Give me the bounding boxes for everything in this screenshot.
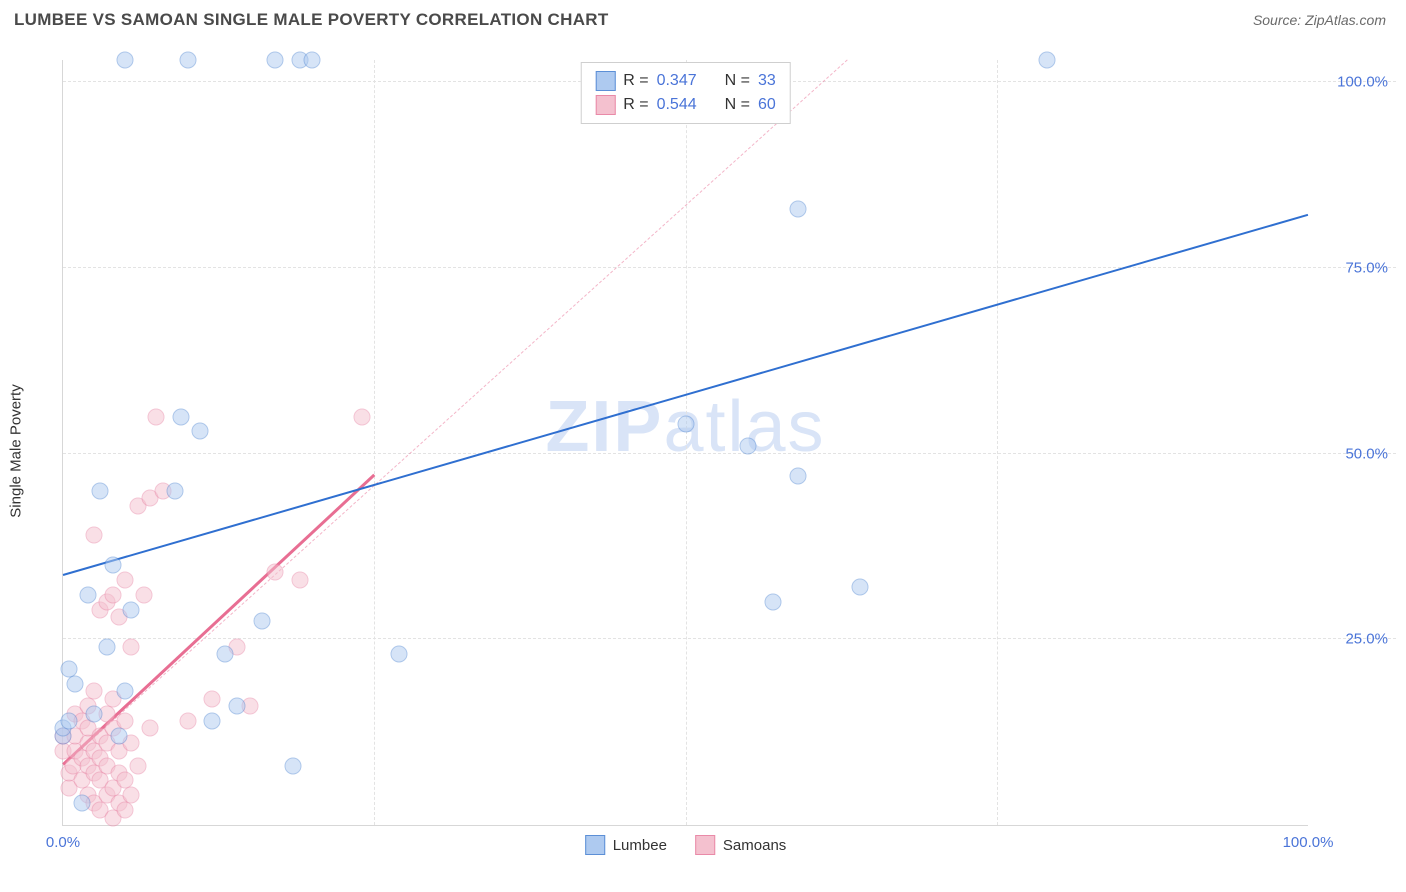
data-point — [254, 612, 271, 629]
legend-swatch — [595, 71, 615, 91]
legend-swatch — [695, 835, 715, 855]
data-point — [86, 705, 103, 722]
data-point — [285, 757, 302, 774]
data-point — [79, 586, 96, 603]
data-point — [764, 594, 781, 611]
series-legend-item: Samoans — [695, 835, 786, 855]
y-tick-label: 50.0% — [1318, 445, 1388, 462]
data-point — [111, 727, 128, 744]
y-tick-label: 25.0% — [1318, 631, 1388, 648]
data-point — [104, 586, 121, 603]
stats-legend: R = 0.347N = 33R = 0.544N = 60 — [580, 62, 791, 124]
x-tick-label: 0.0% — [46, 834, 80, 851]
data-point — [135, 586, 152, 603]
gridline-v — [374, 60, 375, 825]
data-point — [142, 720, 159, 737]
chart-title: LUMBEE VS SAMOAN SINGLE MALE POVERTY COR… — [14, 10, 609, 30]
plot-area: ZIPatlas 25.0%50.0%75.0%100.0%0.0%100.0%… — [62, 60, 1308, 826]
data-point — [216, 646, 233, 663]
data-point — [98, 638, 115, 655]
data-point — [73, 794, 90, 811]
data-point — [266, 564, 283, 581]
data-point — [304, 52, 321, 69]
source-credit: Source: ZipAtlas.com — [1253, 12, 1386, 28]
data-point — [148, 408, 165, 425]
data-point — [191, 423, 208, 440]
y-tick-label: 75.0% — [1318, 259, 1388, 276]
gridline-h — [63, 453, 1396, 454]
data-point — [851, 579, 868, 596]
gridline-h — [63, 267, 1396, 268]
data-point — [67, 675, 84, 692]
data-point — [167, 482, 184, 499]
legend-swatch — [585, 835, 605, 855]
gridline-v — [686, 60, 687, 825]
y-axis-label: Single Male Poverty — [8, 384, 25, 517]
data-point — [117, 683, 134, 700]
data-point — [789, 200, 806, 217]
chart-wrap: Single Male Poverty ZIPatlas 25.0%50.0%7… — [48, 40, 1396, 862]
data-point — [173, 408, 190, 425]
data-point — [179, 713, 196, 730]
data-point — [117, 52, 134, 69]
data-point — [291, 571, 308, 588]
data-point — [391, 646, 408, 663]
data-point — [204, 713, 221, 730]
stats-legend-row: R = 0.544N = 60 — [595, 93, 776, 117]
data-point — [677, 415, 694, 432]
series-legend: Lumbee Samoans — [585, 835, 787, 855]
data-point — [229, 698, 246, 715]
data-point — [104, 557, 121, 574]
data-point — [266, 52, 283, 69]
x-tick-label: 100.0% — [1283, 834, 1334, 851]
data-point — [117, 802, 134, 819]
data-point — [1038, 52, 1055, 69]
data-point — [204, 690, 221, 707]
data-point — [117, 571, 134, 588]
data-point — [92, 482, 109, 499]
y-tick-label: 100.0% — [1318, 74, 1388, 91]
gridline-h — [63, 638, 1396, 639]
data-point — [179, 52, 196, 69]
data-point — [789, 467, 806, 484]
data-point — [739, 438, 756, 455]
data-point — [123, 601, 140, 618]
data-point — [129, 757, 146, 774]
data-point — [123, 787, 140, 804]
data-point — [61, 713, 78, 730]
data-point — [86, 527, 103, 544]
data-point — [86, 683, 103, 700]
legend-swatch — [595, 95, 615, 115]
data-point — [123, 638, 140, 655]
series-legend-item: Lumbee — [585, 835, 667, 855]
chart-header: LUMBEE VS SAMOAN SINGLE MALE POVERTY COR… — [0, 0, 1406, 38]
stats-legend-row: R = 0.347N = 33 — [595, 69, 776, 93]
data-point — [353, 408, 370, 425]
gridline-v — [997, 60, 998, 825]
